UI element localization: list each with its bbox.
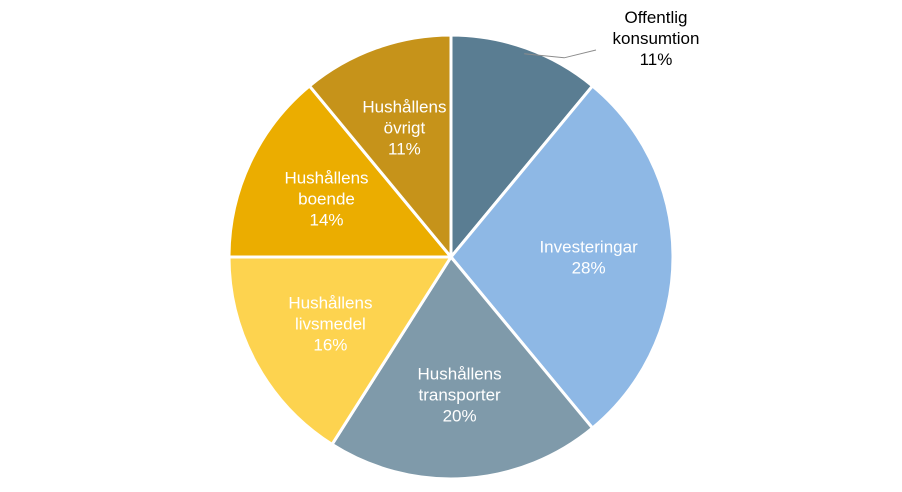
slice-name-line: konsumtion	[613, 29, 700, 48]
slice-percent: 14%	[309, 210, 343, 229]
pie-slice-hushallens-ovrigt	[307, 33, 453, 262]
slice-label-hushallens-transporter: Hushållens transporter 20%	[418, 364, 502, 425]
slice-label-hushallens-boende: Hushållens boende 14%	[284, 168, 368, 229]
slice-name-line: Hushållens	[362, 98, 446, 117]
slice-percent: 11%	[640, 50, 673, 69]
pie-slice-hushallens-transporter	[329, 254, 595, 481]
slice-label-investeringar: Investeringar 28%	[539, 238, 638, 278]
slice-name-line: Offentlig	[624, 8, 687, 27]
label-leader-lines	[524, 49, 597, 59]
slice-label-hushallens-livsmedel: Hushållens livsmedel 16%	[288, 293, 372, 354]
slice-percent: 20%	[443, 406, 477, 425]
leader-line-offentlig-konsumtion	[524, 49, 597, 59]
slice-name-line: transporter	[418, 385, 501, 404]
slice-label-offentlig-konsumtion: Offentlig konsumtion 11%	[613, 8, 700, 69]
pie-slice-offentlig-konsumtion	[449, 33, 595, 262]
slice-percent: 28%	[572, 259, 606, 278]
slice-percent: 16%	[313, 335, 347, 354]
slice-label-hushallens-ovrigt: Hushållens övrigt 11%	[362, 98, 446, 159]
slice-name-line: Hushållens	[284, 168, 368, 187]
slice-name-line: livsmedel	[295, 314, 366, 333]
slice-percent: 11%	[388, 140, 421, 159]
slice-name-line: övrigt	[384, 119, 426, 138]
slice-labels: Offentlig konsumtion 11% Investeringar 28% Hu…	[284, 8, 699, 425]
pie-slice-investeringar	[449, 83, 675, 431]
slice-name-line: Hushållens	[288, 293, 372, 312]
slice-name-line: boende	[298, 189, 355, 208]
pie-slice-hushallens-livsmedel	[227, 255, 454, 447]
pie-slice-hushallens-boende	[227, 83, 455, 259]
pie-slices	[227, 33, 675, 481]
slice-name-line: Investeringar	[539, 238, 638, 257]
slice-name-line: Hushållens	[418, 364, 502, 383]
